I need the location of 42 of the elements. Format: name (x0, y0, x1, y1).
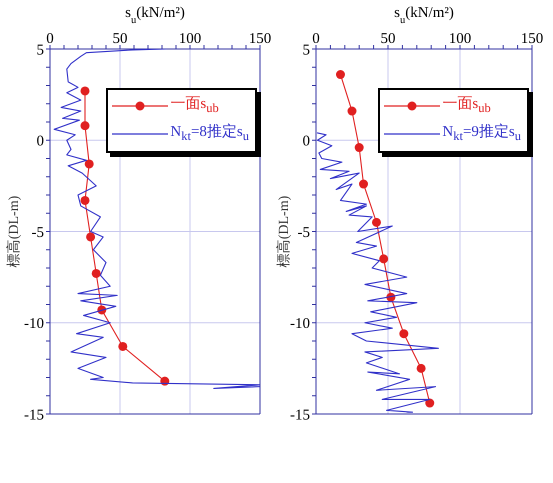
point (359, 180, 368, 189)
point (399, 329, 408, 338)
line-series (316, 132, 439, 413)
x-tick-label: 150 (248, 31, 272, 47)
point (336, 70, 345, 80)
line-series (54, 49, 260, 389)
y-axis-title: 標高(DL-m) (6, 195, 22, 268)
point (80, 196, 90, 205)
point (354, 143, 364, 152)
x-axis-title: s$_{u}$(kN/m²) (394, 5, 454, 26)
legend-label: N$_{kt}$=8推定s$_{u}$ (170, 122, 249, 145)
point (84, 159, 94, 168)
x-tick-label: 100 (178, 31, 202, 47)
x-tick-label: 100 (448, 31, 472, 47)
y-tick-label: 0 (302, 134, 310, 150)
point (80, 121, 90, 130)
point (372, 218, 381, 227)
point (379, 254, 388, 264)
point (416, 364, 426, 373)
y-tick-label: 5 (36, 42, 44, 58)
point (92, 268, 101, 278)
y-tick-label: -15 (290, 407, 310, 424)
point (86, 232, 96, 242)
x-tick-label: 150 (520, 31, 544, 47)
y-tick-label: -10 (24, 316, 44, 332)
x-tick-label: 50 (112, 31, 128, 47)
point (348, 106, 356, 116)
y-tick-label: 0 (36, 134, 44, 150)
y-axis-title: 標高(DL-m) (276, 195, 292, 268)
legend-label: 一面s$_{ub}$ (170, 95, 219, 117)
point (80, 86, 90, 96)
y-tick-label: 5 (302, 42, 310, 58)
x-axis-title: s$_{u}$(kN/m²) (125, 5, 185, 26)
legend-label: 一面s$_{ub}$ (442, 95, 491, 117)
legend-label: N$_{kt}$=9推定s$_{u}$ (442, 122, 521, 145)
point (118, 342, 128, 351)
y-tick-label: -10 (290, 316, 310, 332)
y-tick-label: -15 (24, 407, 44, 424)
point (425, 398, 434, 408)
y-tick-label: -5 (298, 224, 310, 241)
y-tick-label: -5 (32, 224, 44, 241)
x-tick-label: 50 (380, 31, 396, 47)
